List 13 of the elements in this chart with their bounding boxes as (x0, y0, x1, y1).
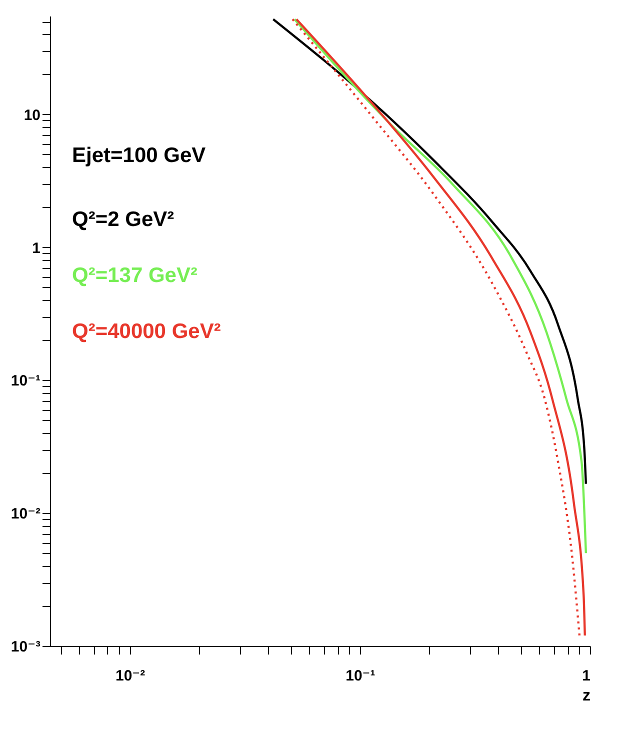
y-tick-label: 10⁻¹ (10, 372, 40, 390)
x-axis-title: z (582, 688, 590, 704)
x-tick-label: 10⁻² (115, 668, 146, 684)
y-tick-label: 10⁻³ (10, 638, 40, 656)
y-tick-label: 1 (32, 240, 40, 257)
y-tick-label: 10⁻² (10, 506, 40, 523)
text: Q²=137 GeV² (72, 264, 198, 287)
y-tick-label: 10 (24, 106, 40, 124)
x-tick-label: 10⁻¹ (346, 668, 376, 684)
x-tick-label: 1 (582, 668, 590, 684)
annotation: Ejet=100 GeV (72, 144, 206, 167)
text: Q²=40000 GeV² (72, 320, 221, 343)
text: Q²=2 GeV² (72, 208, 174, 231)
